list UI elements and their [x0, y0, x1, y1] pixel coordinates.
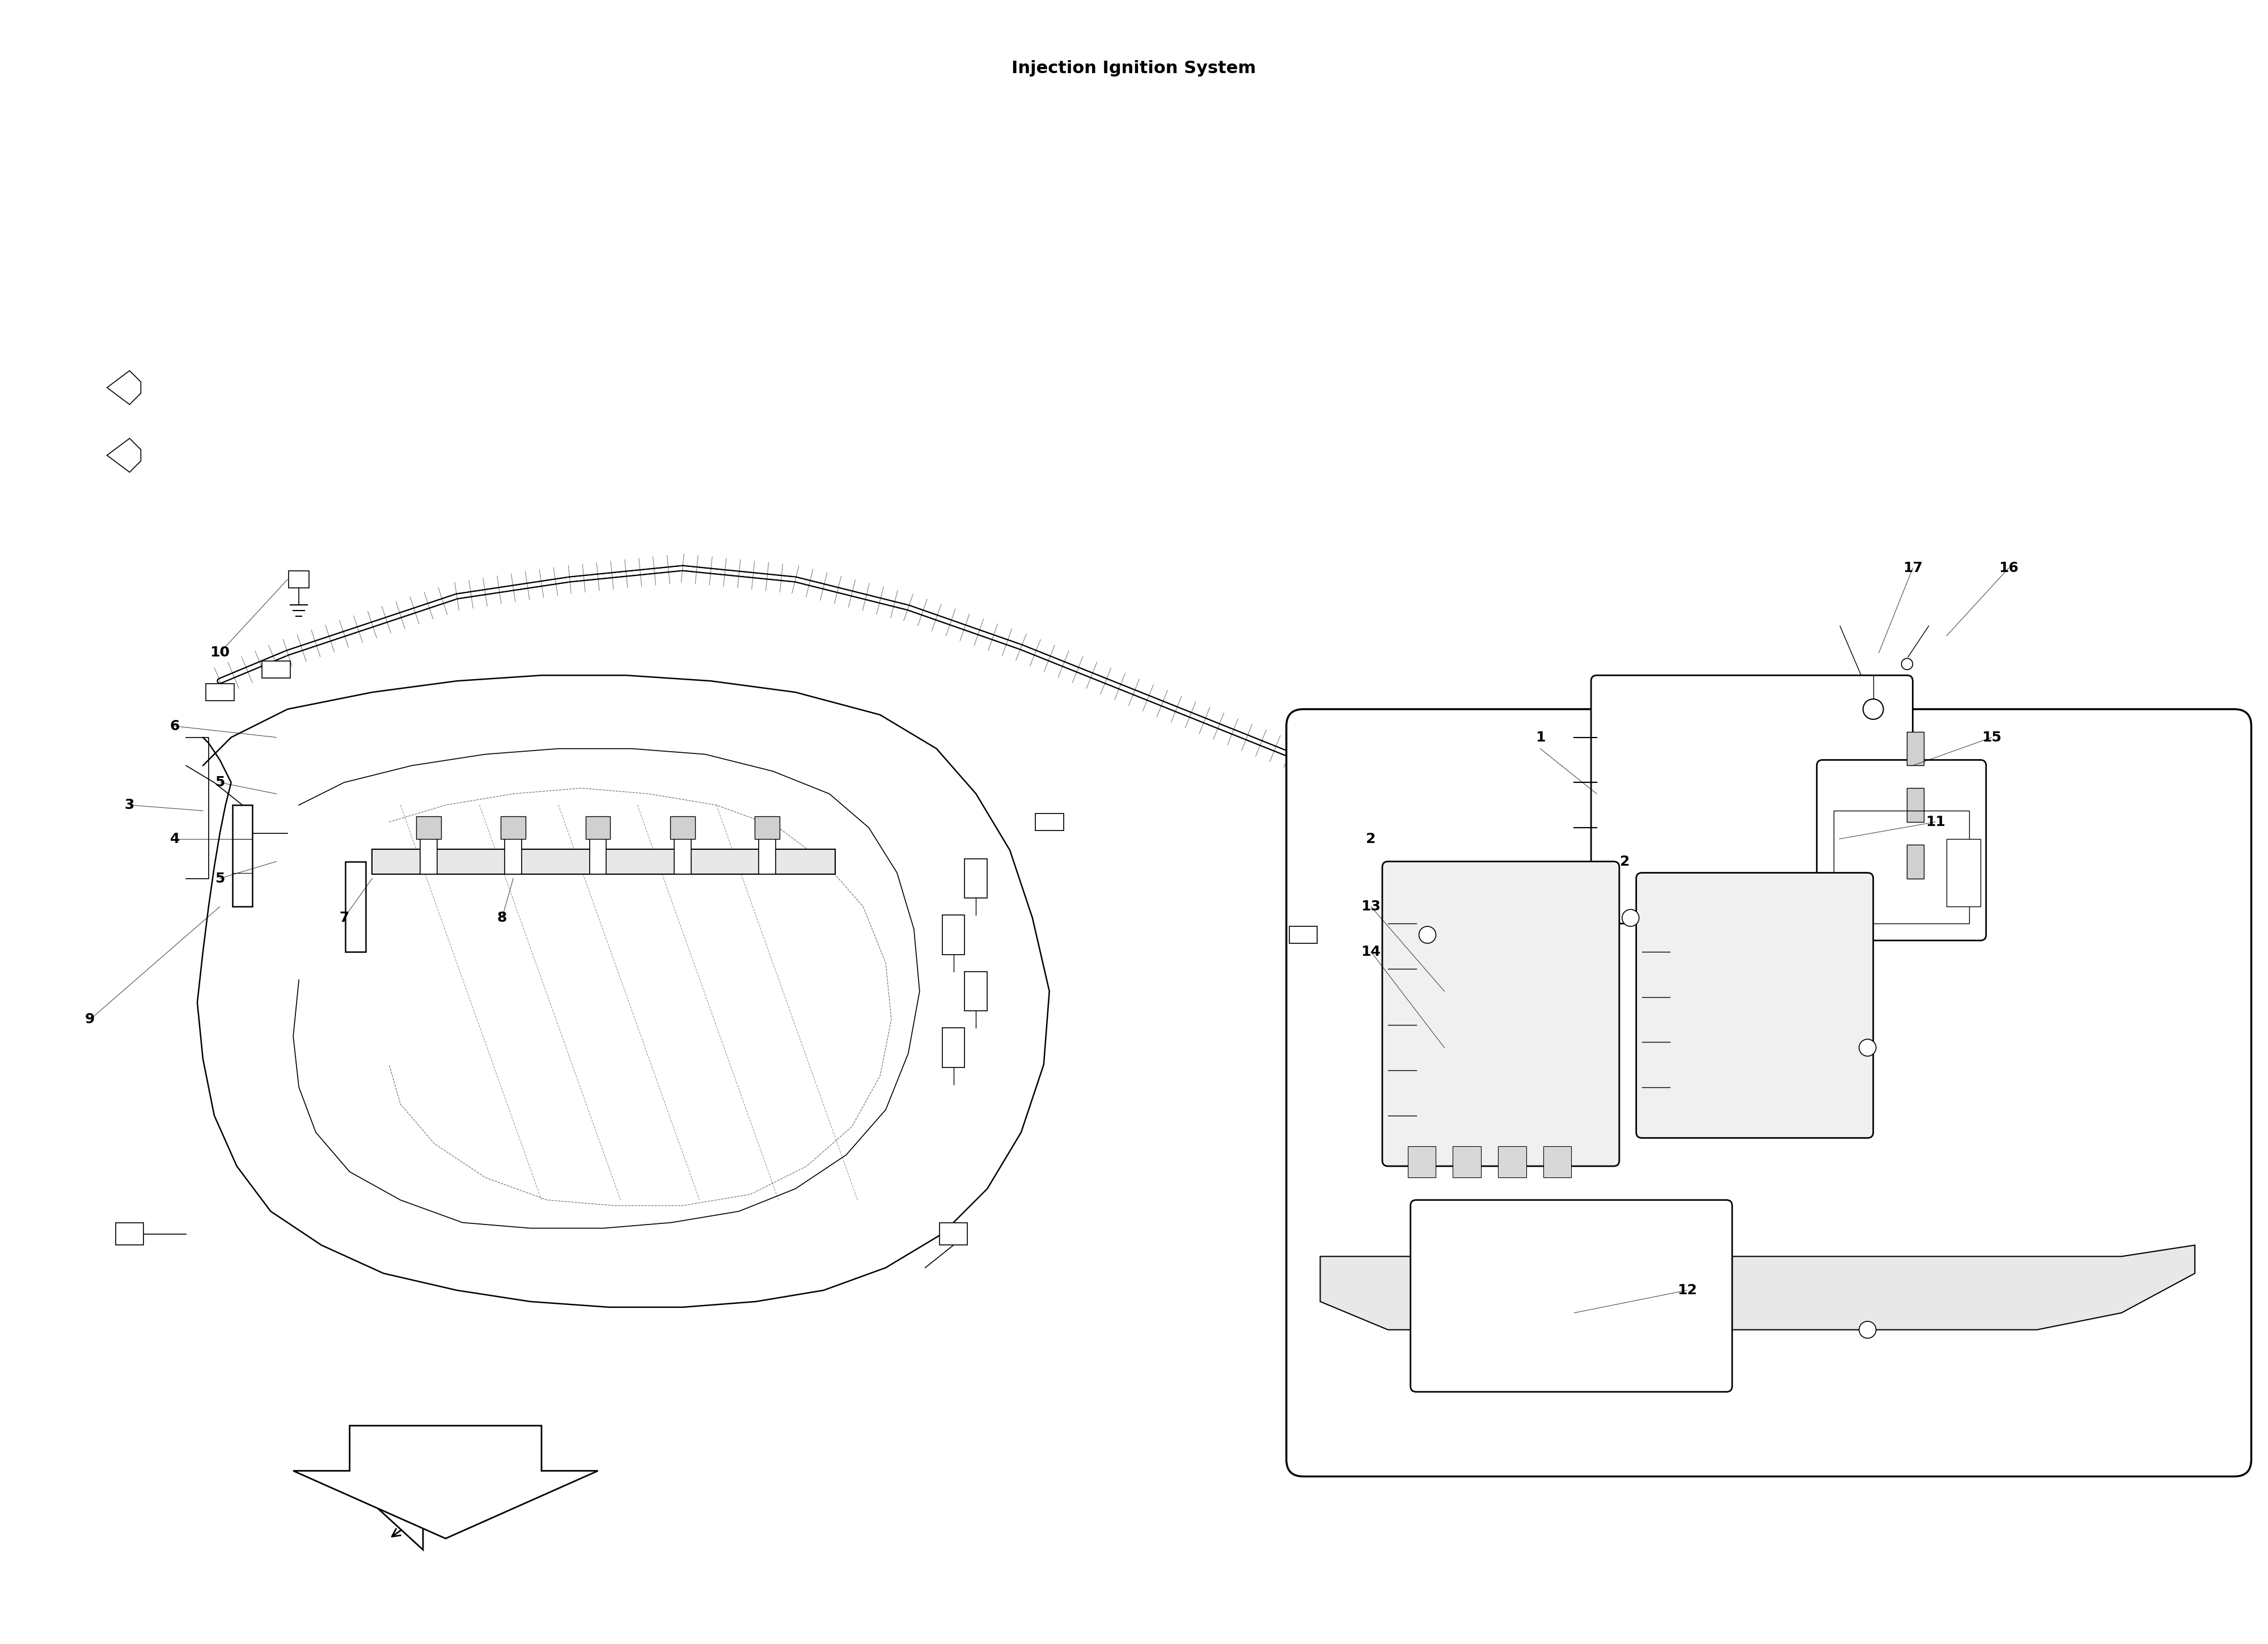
Bar: [1946, 838, 1980, 906]
Bar: [755, 817, 780, 838]
Bar: [964, 972, 987, 1011]
Circle shape: [1420, 926, 1436, 944]
Text: 2: 2: [1619, 855, 1631, 868]
Bar: [288, 570, 308, 589]
Bar: [263, 661, 290, 677]
Text: 14: 14: [1361, 945, 1381, 958]
Bar: [506, 837, 522, 875]
Bar: [1835, 810, 1969, 924]
Text: 8: 8: [497, 911, 508, 924]
Circle shape: [1901, 658, 1912, 669]
Bar: [345, 861, 365, 952]
FancyBboxPatch shape: [1817, 760, 1987, 940]
Text: Injection Ignition System: Injection Ignition System: [1012, 61, 1256, 77]
Bar: [206, 684, 234, 700]
Text: 4: 4: [170, 832, 179, 845]
Bar: [1907, 845, 1923, 878]
Bar: [1454, 1146, 1481, 1177]
Bar: [420, 837, 438, 875]
FancyBboxPatch shape: [1592, 676, 1912, 924]
Bar: [372, 848, 835, 875]
Text: 1: 1: [1535, 730, 1545, 745]
Bar: [116, 1223, 143, 1245]
Text: 16: 16: [1998, 561, 2019, 575]
Bar: [1907, 732, 1923, 766]
Text: 5: 5: [215, 871, 225, 884]
Bar: [1408, 1146, 1436, 1177]
Circle shape: [1860, 1039, 1876, 1055]
Bar: [941, 916, 964, 955]
Text: 11: 11: [1926, 815, 1946, 829]
Text: 3: 3: [125, 799, 134, 812]
Bar: [1034, 814, 1064, 830]
Text: 9: 9: [86, 1013, 95, 1026]
Polygon shape: [1320, 1245, 2195, 1330]
Text: 13: 13: [1361, 899, 1381, 914]
Circle shape: [1862, 699, 1882, 720]
Polygon shape: [107, 370, 141, 404]
Polygon shape: [293, 1425, 599, 1539]
Text: 12: 12: [1676, 1284, 1696, 1297]
Bar: [1288, 926, 1318, 944]
Bar: [585, 817, 610, 838]
Bar: [941, 1028, 964, 1067]
Circle shape: [1860, 1322, 1876, 1338]
Text: 6: 6: [170, 720, 179, 733]
Bar: [417, 817, 440, 838]
Polygon shape: [356, 1453, 456, 1550]
Circle shape: [1622, 909, 1640, 926]
Text: 5: 5: [215, 776, 225, 789]
Bar: [669, 817, 694, 838]
Text: 17: 17: [1903, 561, 1923, 575]
FancyBboxPatch shape: [1411, 1200, 1733, 1392]
Polygon shape: [107, 439, 141, 472]
Bar: [674, 837, 692, 875]
Bar: [501, 817, 526, 838]
Bar: [964, 858, 987, 898]
Bar: [590, 837, 606, 875]
Bar: [939, 1223, 968, 1245]
Text: 7: 7: [340, 911, 349, 924]
Bar: [1497, 1146, 1526, 1177]
Text: 10: 10: [211, 646, 229, 659]
Bar: [1542, 1146, 1572, 1177]
Bar: [1907, 787, 1923, 822]
Text: 2: 2: [1365, 832, 1377, 845]
Text: 15: 15: [1982, 730, 2003, 745]
FancyBboxPatch shape: [1635, 873, 1873, 1138]
Bar: [760, 837, 776, 875]
FancyBboxPatch shape: [1381, 861, 1619, 1166]
FancyBboxPatch shape: [1286, 709, 2252, 1476]
Bar: [231, 806, 252, 906]
